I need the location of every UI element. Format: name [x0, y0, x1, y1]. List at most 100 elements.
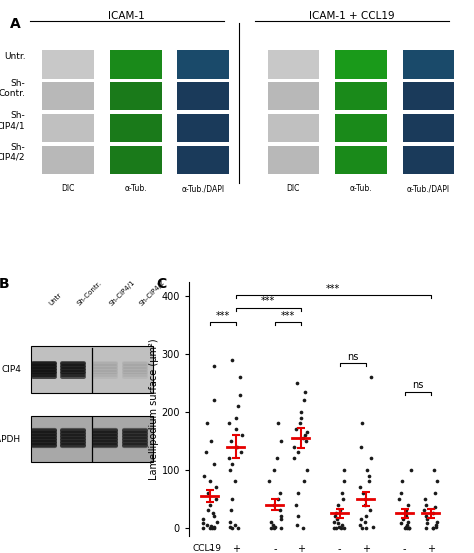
Text: Sh-
CIP4/1: Sh- CIP4/1	[0, 111, 26, 130]
Bar	[110, 50, 162, 79]
Point	[274, 494, 282, 503]
Point	[361, 494, 369, 503]
Point	[433, 477, 441, 486]
Point	[338, 520, 346, 529]
Point	[298, 413, 305, 422]
Bar	[31, 347, 153, 393]
Point	[301, 431, 309, 440]
Text: ICAM-1: ICAM-1	[109, 12, 145, 22]
Text: α-Tub.: α-Tub.	[125, 184, 147, 193]
Text: Sh-CIP4/2: Sh-CIP4/2	[138, 279, 166, 307]
Point	[340, 523, 348, 532]
Point	[301, 387, 309, 396]
Point	[404, 500, 411, 509]
Point	[422, 523, 430, 532]
Point	[232, 413, 240, 422]
Point	[366, 506, 374, 515]
Point	[408, 466, 415, 474]
Bar	[177, 146, 229, 174]
Text: Untr: Untr	[48, 292, 63, 307]
Text: ICAM-1 + CCL19: ICAM-1 + CCL19	[309, 12, 395, 22]
Point	[420, 506, 428, 515]
Point	[332, 509, 340, 518]
Point	[271, 523, 278, 532]
Text: -: -	[273, 544, 276, 553]
Point	[227, 506, 235, 515]
Point	[431, 488, 439, 497]
Bar	[402, 114, 455, 143]
Point	[202, 448, 210, 457]
Point	[423, 515, 431, 524]
Point	[297, 408, 305, 416]
Point	[210, 361, 218, 370]
Point	[422, 512, 429, 520]
Bar	[110, 146, 162, 174]
Point	[431, 503, 438, 512]
Point	[337, 506, 344, 515]
Point	[300, 396, 308, 405]
Point	[278, 523, 285, 532]
Point	[401, 522, 409, 531]
Point	[210, 460, 218, 468]
Text: ns: ns	[347, 352, 358, 362]
Point	[365, 471, 373, 480]
Point	[209, 523, 216, 532]
Point	[369, 522, 376, 531]
Point	[290, 454, 298, 463]
Point	[336, 522, 343, 531]
Point	[212, 494, 219, 503]
Point	[367, 373, 374, 382]
Point	[429, 523, 437, 532]
Point	[277, 512, 285, 520]
Point	[292, 500, 300, 509]
Point	[302, 436, 310, 445]
Point	[207, 521, 215, 530]
Bar	[267, 82, 319, 111]
Point	[362, 523, 370, 532]
Point	[395, 494, 402, 503]
Point	[403, 520, 411, 529]
Point	[429, 509, 437, 518]
Bar	[267, 146, 319, 174]
Point	[276, 488, 283, 497]
Text: Sh-Contr.: Sh-Contr.	[76, 280, 103, 307]
Text: α-Tub.: α-Tub.	[350, 184, 372, 193]
Bar	[335, 50, 387, 79]
Point	[403, 523, 411, 532]
Point	[337, 523, 345, 532]
Text: -: -	[338, 544, 341, 553]
Text: ***: ***	[216, 311, 230, 321]
Point	[400, 515, 407, 524]
Point	[330, 523, 338, 532]
Point	[361, 518, 368, 526]
Point	[402, 506, 410, 515]
Point	[398, 477, 406, 486]
Point	[365, 477, 373, 486]
Point	[237, 373, 244, 382]
Point	[213, 483, 220, 492]
Point	[432, 522, 439, 531]
Point	[228, 356, 236, 364]
Point	[334, 519, 341, 528]
Text: +: +	[427, 544, 435, 553]
Point	[333, 515, 341, 524]
Point	[203, 419, 210, 428]
Point	[334, 500, 341, 509]
Point	[269, 520, 277, 529]
Point	[364, 466, 371, 474]
Text: Untr.: Untr.	[4, 52, 26, 61]
Point	[226, 522, 234, 531]
Text: ***: ***	[281, 311, 295, 321]
Point	[421, 494, 428, 503]
Bar	[402, 146, 455, 174]
Point	[226, 518, 234, 526]
Bar	[42, 82, 94, 111]
Point	[360, 488, 367, 497]
Bar	[402, 82, 455, 111]
Point	[397, 519, 405, 528]
Point	[405, 523, 412, 532]
Text: Sh-
Contr.: Sh- Contr.	[0, 79, 26, 98]
Point	[270, 466, 277, 474]
Point	[292, 425, 300, 434]
Point	[300, 477, 308, 486]
